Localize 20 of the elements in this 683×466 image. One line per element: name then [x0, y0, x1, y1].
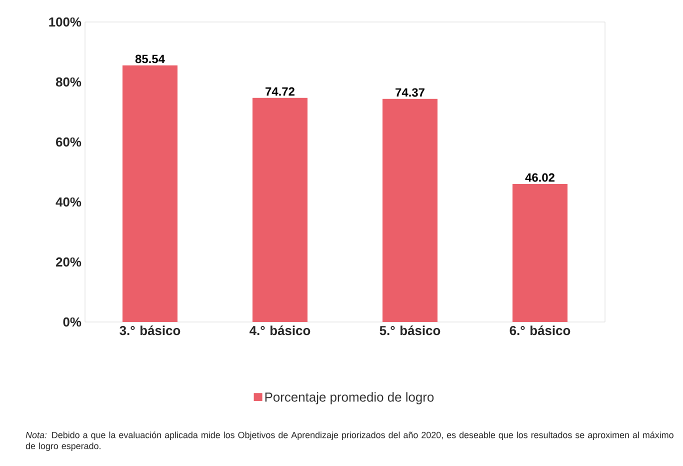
y-tick-label: 20% [56, 257, 82, 267]
y-tick-label: 0% [63, 317, 82, 327]
data-label: 46.02 [525, 173, 554, 182]
y-tick-label: 40% [56, 197, 82, 207]
bar [252, 98, 308, 322]
y-tick-label: 60% [56, 137, 82, 147]
data-label: 74.37 [396, 88, 424, 97]
x-tick-label: 6.° básico [510, 326, 570, 336]
x-tick-label: 4.° básico [250, 326, 310, 336]
bar [512, 184, 568, 322]
data-label: 85.54 [135, 54, 165, 64]
bar [122, 65, 178, 322]
bar [382, 98, 438, 322]
text: Nota: Debido a que la evaluación aplicada mide los Objetivos de Aprendizaje priorizados del año 2020, es deseable que los resultados se aproximen al máximo de logro esperado. [26, 432, 674, 451]
legend-label: Porcentaje promedio de logro [265, 392, 434, 404]
x-tick-label: 5.° básico [380, 326, 440, 336]
data-label: 74.72 [266, 87, 294, 96]
x-tick-label: 3.° básico [120, 326, 180, 336]
y-tick-label: 100% [49, 17, 82, 27]
y-tick-label: 80% [56, 77, 82, 87]
